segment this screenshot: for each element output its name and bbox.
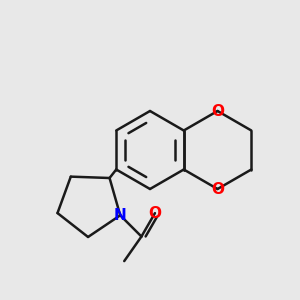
Text: O: O [148,206,161,220]
Text: O: O [211,182,224,196]
Text: O: O [211,103,224,118]
Text: N: N [114,208,127,223]
